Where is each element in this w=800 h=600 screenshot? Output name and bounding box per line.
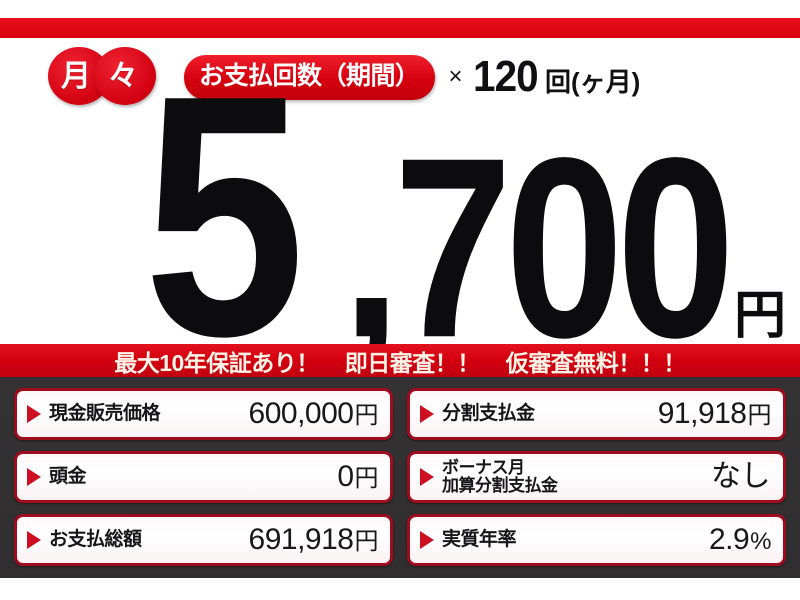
spec-value: 91,918円 [652,397,772,430]
spec-value-number: 91,918 [657,397,747,430]
hero-header-row: 月 々 お支払回数（期間） × 120 回(ヶ月) [0,44,800,110]
promo-item-free-prescreening: 仮審査無料！！！ [505,349,687,376]
spec-value-unit: 円 [354,528,379,555]
triangle-bullet-icon [27,468,41,486]
price-major-digits: 5 [144,23,305,408]
spec-row-total-payment: お支払総額 691,918円 [14,514,393,566]
payment-count-unit: 回(ヶ月) [544,67,641,97]
monthly-price: 5 ,700 円 [0,44,786,387]
promo-item-same-day-review: 即日審査！！ [344,349,481,376]
spec-value-unit: 円 [354,465,379,492]
badge-char-2: 々 [108,60,138,93]
spec-row-down-payment: 頭金 0円 [14,451,393,503]
badge-char-1: 月 [61,60,91,93]
spec-row-cash-price: 現金販売価格 600,000円 [14,388,393,440]
payment-count-group: 120 回(ヶ月) [473,55,641,99]
multiply-symbol: × [448,63,463,90]
spec-value: なし [705,462,771,492]
spec-value-unit: 円 [747,402,772,429]
spec-value: 2.9% [703,523,772,556]
triangle-bullet-icon [420,405,434,423]
payment-count-number: 120 [472,52,539,101]
price-currency-yen: 円 [733,287,786,345]
spec-column-left: 現金販売価格 600,000円 頭金 0円 お支払総額 691,918円 [14,388,393,566]
spec-value-unit: % [750,528,771,555]
spec-value-number: 0 [337,460,354,493]
promo-item-warranty: 最大10年保証あり！ [114,349,319,376]
spec-value-number: 2.9 [708,523,750,556]
spec-value-number: 600,000 [248,397,354,430]
spec-label: お支払総額 [49,528,142,550]
spec-value-number: なし [711,460,771,493]
top-red-rule [0,18,800,38]
spec-label: 現金販売価格 [49,402,161,424]
spec-label: ボーナス月 加算分割支払金 [442,457,558,495]
payment-count-pill: お支払回数（期間） [184,54,435,100]
spec-value-number: 691,918 [248,523,354,556]
spec-value: 691,918円 [243,523,379,556]
spec-value: 600,000円 [243,397,379,430]
spec-value-unit: 円 [354,402,379,429]
monthly-badge: 月 々 [48,47,166,107]
triangle-bullet-icon [420,531,434,549]
spec-row-annual-rate: 実質年率 2.9% [407,514,786,566]
spec-panel: 現金販売価格 600,000円 頭金 0円 お支払総額 691,918円 分割支… [0,377,800,578]
hero-section: 月 々 お支払回数（期間） × 120 回(ヶ月) 5 ,700 円 [0,38,800,387]
badge-circle-right [94,47,156,105]
promo-banner: 最大10年保証あり！ 即日審査！！ 仮審査無料！！！ [0,344,800,377]
spec-label: 実質年率 [442,528,517,550]
spec-row-installment: 分割支払金 91,918円 [407,388,786,440]
spec-label: 分割支払金 [442,402,535,424]
spec-column-right: 分割支払金 91,918円 ボーナス月 加算分割支払金 なし 実質年率 2.9% [407,388,786,566]
triangle-bullet-icon [27,531,41,549]
price-minor-digits: ,700 [341,104,735,392]
spec-label: 頭金 [49,465,87,487]
spec-row-bonus-installment: ボーナス月 加算分割支払金 なし [407,451,786,503]
spec-value: 0円 [331,462,378,492]
triangle-bullet-icon [420,468,434,486]
triangle-bullet-icon [27,405,41,423]
